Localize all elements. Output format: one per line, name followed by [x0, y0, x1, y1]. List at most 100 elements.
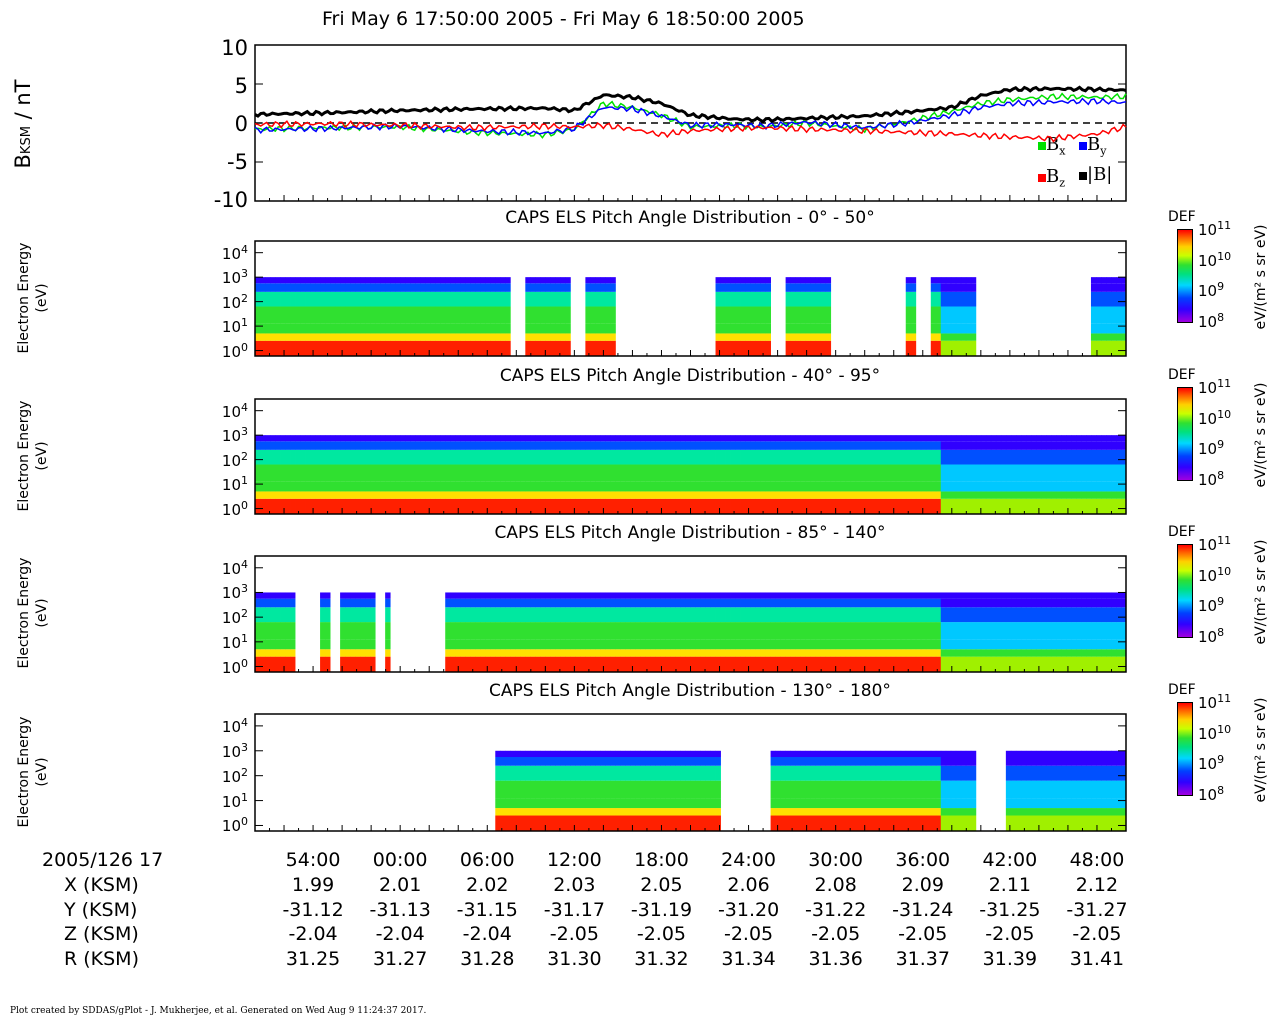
spec-cell	[765, 323, 771, 334]
spec-title-2: CAPS ELS Pitch Angle Distribution - 40° …	[499, 366, 881, 386]
spec-cell	[330, 340, 336, 356]
spec-cell	[810, 481, 817, 492]
spec-cell	[690, 808, 696, 816]
spec-cell	[450, 435, 456, 442]
spec-cell	[870, 598, 877, 608]
spec-cell	[570, 656, 576, 672]
spec-cell	[825, 780, 832, 799]
spec-cell	[1115, 598, 1122, 608]
spec-cell	[1035, 757, 1042, 766]
spec-cell	[260, 306, 266, 324]
spec-cell	[1110, 598, 1117, 608]
spec-cell	[635, 449, 641, 465]
spec-cell	[355, 441, 361, 450]
spec-cell	[755, 656, 761, 672]
spec-cell	[255, 435, 261, 442]
spec-cell	[940, 750, 947, 757]
spec-cell	[810, 598, 817, 608]
spec-cell	[275, 598, 281, 608]
spec-cell	[615, 622, 621, 640]
spec-cell	[945, 598, 952, 608]
spec-cell	[440, 464, 446, 482]
spec-cell	[890, 649, 897, 657]
spec-cell	[1050, 656, 1057, 672]
spec-cell	[345, 306, 351, 324]
spec-cell	[735, 498, 741, 514]
ephem-row-label: R (KSM)	[64, 947, 139, 970]
spec-cell	[825, 757, 832, 766]
spec-cell	[980, 649, 987, 657]
spec-cell	[300, 435, 306, 442]
spec-cell	[415, 491, 421, 499]
spec-cell	[255, 481, 261, 492]
spec-cell	[270, 592, 276, 599]
spec-cell	[675, 757, 681, 766]
spec-cell	[725, 498, 731, 514]
spec-cell	[855, 491, 862, 499]
spec-cell	[495, 815, 501, 831]
spec-cell	[460, 607, 466, 623]
energy-tick-base: 10	[221, 792, 241, 811]
spec-cell	[710, 598, 716, 608]
spec-cell	[955, 491, 962, 499]
spec-cell	[1040, 656, 1047, 672]
spec-cell	[655, 757, 661, 766]
spec-cell	[580, 441, 586, 450]
spec-cell	[920, 449, 927, 465]
spec-cell	[470, 306, 476, 324]
spec-cell	[690, 435, 696, 442]
spec-cell	[805, 340, 812, 356]
spec-cell	[755, 649, 761, 657]
spec-cell	[1060, 798, 1067, 809]
spec-cell	[490, 306, 496, 324]
spec-cell	[555, 464, 561, 482]
spec-cell	[960, 464, 967, 482]
spec-cell	[790, 592, 797, 599]
spec-cell	[490, 622, 496, 640]
spec-cell	[670, 656, 676, 672]
spec-cell	[525, 306, 531, 324]
spec-cell	[1090, 808, 1097, 816]
spec-cell	[775, 656, 782, 672]
spec-cell	[660, 607, 666, 623]
energy-tick-label: 103	[208, 267, 248, 287]
spec-cell	[835, 815, 842, 831]
spec-cell	[945, 340, 952, 356]
spec-cell	[875, 491, 882, 499]
spec-cell	[900, 780, 907, 799]
spec-cell	[1095, 435, 1102, 442]
spec-cell	[845, 498, 852, 514]
spec-cell	[825, 283, 832, 292]
spec-cell	[620, 656, 626, 672]
spec-cell	[835, 649, 842, 657]
spec-cell	[830, 815, 837, 831]
spec-cell	[740, 481, 746, 492]
spec-cell	[760, 340, 766, 356]
spec-cell	[830, 750, 837, 757]
spec-cell	[725, 449, 731, 465]
spec-cell	[875, 435, 882, 442]
spec-cell	[815, 607, 822, 623]
spec-cell	[670, 491, 676, 499]
spec-cell	[380, 323, 386, 334]
spec-cell	[370, 481, 376, 492]
spec-cell	[510, 750, 516, 757]
spec-cell	[900, 649, 907, 657]
spec-cell	[300, 333, 306, 341]
spec-cell	[565, 622, 571, 640]
spec-cell	[780, 449, 787, 465]
spec-cell	[1040, 808, 1047, 816]
spec-cell	[615, 449, 621, 465]
spec-cell	[310, 464, 316, 482]
spec-cell	[940, 306, 947, 324]
spec-cell	[690, 607, 696, 623]
spec-cell	[970, 333, 977, 341]
spec-cell	[810, 498, 817, 514]
spec-cell	[810, 815, 817, 831]
spec-cell	[355, 639, 361, 650]
spec-cell	[585, 277, 591, 284]
spec-cell	[710, 481, 716, 492]
spec-cell	[455, 291, 461, 307]
spec-cell	[995, 598, 1002, 608]
spec-cell	[615, 780, 621, 799]
